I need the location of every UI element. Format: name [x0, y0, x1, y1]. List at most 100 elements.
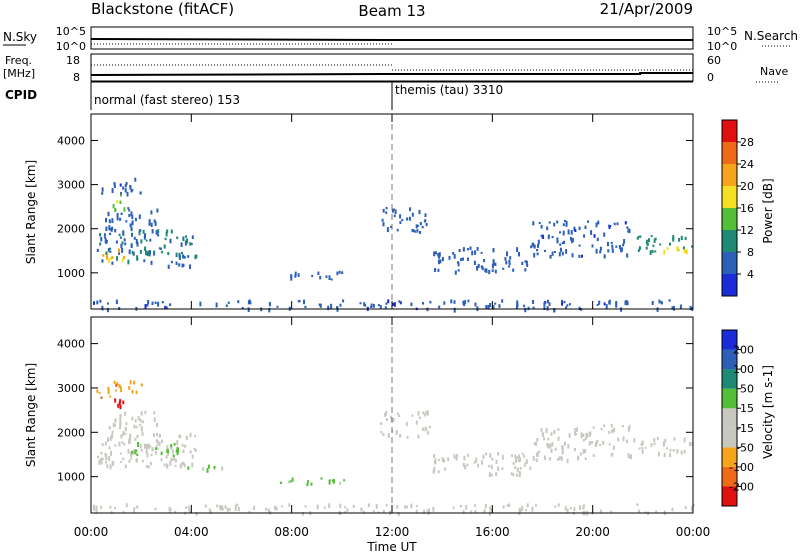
velocity-scatter-cell — [387, 433, 390, 439]
velocity-scatter-cell — [137, 416, 140, 421]
velocity-scatter-cell — [481, 460, 483, 465]
power-scatter-cell — [129, 223, 132, 228]
velocity-scatter-cell — [672, 449, 675, 452]
velocity-scatter-cell — [641, 440, 644, 445]
power-scatter-cell — [341, 271, 344, 275]
power-scatter-cell — [154, 301, 157, 304]
colorbar-swatch — [722, 388, 737, 409]
velocity-scatter-cell — [483, 509, 486, 513]
velocity-scatter-cell — [459, 504, 462, 508]
velocity-scatter-cell — [275, 506, 278, 511]
velocity-scatter-cell — [429, 425, 431, 429]
velocity-scatter-cell — [97, 455, 100, 459]
power-scatter-cell — [543, 306, 546, 310]
velocity-scatter-cell — [118, 401, 121, 405]
power-scatter-cell — [682, 246, 685, 250]
power-scatter-cell — [147, 300, 150, 305]
velocity-scatter-cell — [105, 461, 107, 464]
power-scatter-cell — [178, 252, 181, 258]
velocity-scatter-cell — [134, 419, 137, 423]
power-scatter-cell — [578, 226, 581, 231]
velocity-scatter-cell — [140, 448, 143, 452]
velocity-scatter-cell — [123, 443, 126, 446]
velocity-scatter-cell — [320, 477, 323, 480]
velocity-scatter-cell — [622, 436, 625, 442]
power-scatter-cell — [159, 247, 162, 250]
velocity-scatter-cell — [135, 390, 138, 395]
power-scatter-cell — [563, 300, 566, 304]
velocity-scatter-cell — [574, 431, 576, 436]
power-scatter-cell — [509, 256, 512, 260]
power-scatter-cell — [516, 303, 519, 307]
power-scatter-cell — [424, 213, 427, 217]
power-scatter-cell — [457, 261, 459, 264]
power-scatter-cell — [457, 269, 460, 272]
velocity-scatter-cell — [191, 462, 194, 468]
power-scatter-cell — [551, 236, 554, 239]
velocity-scatter-cell — [426, 410, 429, 415]
colorbar-tick-label: 20 — [740, 180, 754, 193]
power-scatter-cell — [119, 217, 122, 221]
velocity-scatter-cell — [516, 473, 519, 477]
velocity-scatter-cell — [579, 452, 582, 456]
y-tick-label: 1000 — [57, 267, 85, 280]
velocity-scatter-cell — [692, 503, 695, 507]
velocity-scatter-cell — [367, 503, 370, 507]
velocity-scatter-cell — [152, 433, 155, 437]
velocity-scatter-cell — [626, 439, 628, 444]
velocity-scatter-cell — [463, 455, 466, 461]
power-scatter-cell — [494, 302, 497, 305]
velocity-scatter-cell — [415, 509, 418, 513]
power-scatter-cell — [523, 304, 526, 308]
nsearch-tick-low: 10^0 — [707, 40, 737, 53]
velocity-scatter-cell — [155, 439, 158, 443]
velocity-ylabel: Slant Range [km] — [24, 363, 38, 467]
power-scatter-cell — [680, 235, 683, 241]
velocity-scatter-cell — [557, 428, 560, 431]
power-scatter-cell — [338, 270, 341, 274]
power-scatter-cell — [123, 256, 125, 260]
power-scatter-cell — [565, 306, 568, 309]
velocity-scatter-cell — [510, 472, 513, 475]
velocity-scatter-cell — [101, 457, 104, 461]
velocity-scatter-cell — [175, 449, 178, 453]
velocity-scatter-cell — [291, 477, 294, 482]
velocity-scatter-cell — [108, 426, 111, 430]
power-scatter-cell — [653, 238, 656, 243]
velocity-scatter-cell — [543, 455, 546, 460]
power-scatter-cell — [668, 299, 671, 302]
power-scatter-cell — [359, 302, 362, 305]
power-scatter-cell — [565, 220, 568, 225]
power-scatter-cell — [683, 248, 686, 254]
power-scatter-cell — [317, 271, 320, 276]
power-scatter-cell — [460, 258, 463, 262]
power-scatter-cell — [227, 301, 230, 304]
velocity-scatter-cell — [170, 457, 173, 460]
velocity-scatter-cell — [585, 432, 588, 437]
velocity-scatter-cell — [124, 411, 127, 416]
nsearch-tick-high: 10^5 — [707, 25, 737, 38]
power-scatter-cell — [590, 230, 593, 235]
power-scatter-cell — [518, 251, 520, 257]
velocity-scatter-cell — [208, 508, 211, 512]
velocity-scatter-cell — [573, 448, 576, 452]
power-scatter-cell — [485, 305, 488, 309]
velocity-scatter-cell — [114, 507, 116, 510]
power-scatter-cell — [169, 238, 172, 244]
velocity-scatter-cell — [517, 458, 520, 463]
power-scatter-cell — [578, 306, 581, 311]
power-scatter-cell — [237, 300, 240, 304]
power-scatter-cell — [330, 278, 333, 281]
power-scatter-cell — [649, 250, 652, 255]
velocity-scatter-cell — [536, 438, 539, 442]
velocity-scatter-cell — [221, 505, 224, 510]
power-scatter-cell — [605, 304, 608, 310]
velocity-scatter-cell — [128, 459, 131, 463]
velocity-scatter-cell — [228, 508, 231, 512]
velocity-scatter-cell — [467, 453, 470, 457]
power-scatter-cell — [654, 250, 657, 253]
velocity-scatter-cell — [680, 450, 683, 455]
velocity-scatter-cell — [663, 440, 666, 444]
velocity-scatter-cell — [406, 436, 409, 439]
